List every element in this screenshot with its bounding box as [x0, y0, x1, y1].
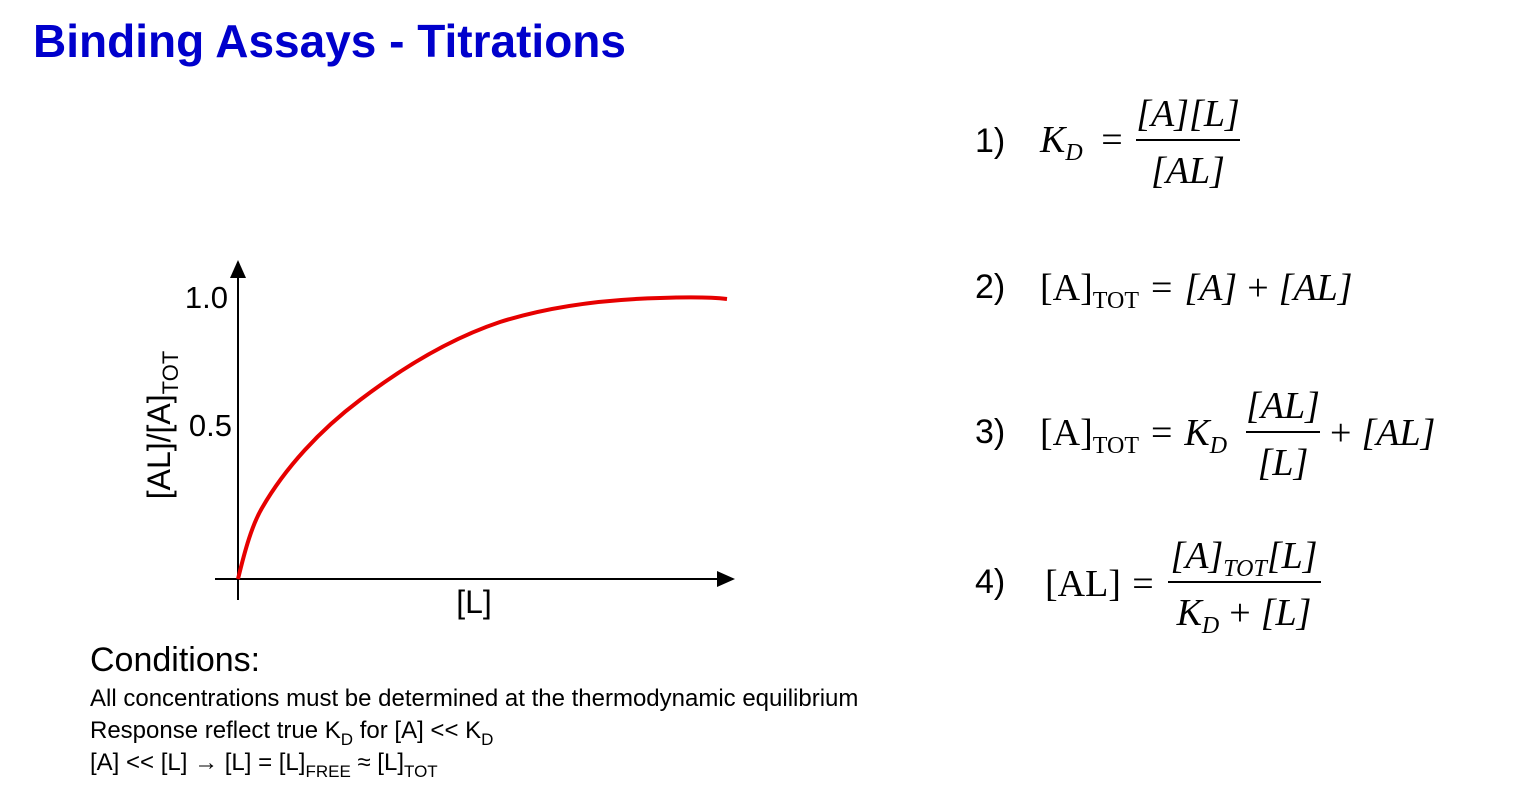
subscript: TOT — [404, 762, 438, 781]
symbol: [L] — [1261, 592, 1312, 634]
conditions: All concentrations must be determined at… — [90, 685, 858, 781]
subscript: TOT — [1223, 556, 1268, 582]
eq-rest: + [AL] — [1330, 412, 1435, 454]
eq-number: 3) — [975, 413, 1005, 451]
x-axis-label: [L] — [456, 584, 492, 620]
eq-lhs: [AL] — [1045, 563, 1121, 605]
conditions-heading: Conditions: — [90, 641, 260, 679]
symbol: [A] — [1040, 412, 1093, 454]
condition-text: ≈ [L] — [351, 749, 404, 776]
y-label-main: [AL]/[A] — [141, 394, 177, 499]
operator: + — [1229, 592, 1250, 634]
binding-curve — [236, 295, 728, 580]
eq-number: 4) — [975, 563, 1005, 601]
eq-line: [A]TOT = [A] + [AL] — [1040, 267, 1353, 314]
symbol: [L] — [1267, 535, 1318, 577]
denominator: [L] — [1258, 442, 1309, 484]
denominator: [AL] — [1151, 150, 1225, 192]
symbol: [A] — [1040, 267, 1093, 309]
equals: = — [1151, 412, 1172, 454]
numerator: [A]TOT[L] — [1170, 535, 1317, 582]
title: Binding Assays - Titrations — [33, 15, 626, 67]
symbol: [A] — [1170, 535, 1223, 577]
condition-text: [A] << [L] → [L] = [L] — [90, 749, 305, 776]
equals: = — [1132, 563, 1153, 605]
condition-line: Response reflect true KD for [A] << KD — [90, 717, 493, 749]
condition-text: All concentrations must be determined at… — [90, 685, 858, 712]
subscript: FREE — [305, 762, 350, 781]
subscript: D — [481, 730, 493, 749]
denominator: KD + [L] — [1176, 592, 1312, 639]
condition-text: Response reflect true K — [90, 717, 341, 744]
symbol: K — [1039, 119, 1067, 161]
subscript: TOT — [1093, 433, 1140, 459]
y-tick-label: 1.0 — [185, 280, 228, 315]
subscript: D — [1064, 140, 1082, 166]
y-axis-label: [AL]/[A]TOT — [141, 351, 183, 500]
y-tick-label: 0.5 — [189, 408, 232, 443]
subscript: D — [1201, 613, 1219, 639]
term: [A] — [1184, 267, 1237, 309]
condition-text: for [A] << K — [353, 717, 481, 744]
eq-lhs: KD — [1039, 119, 1083, 166]
numerator: [A][L] — [1136, 93, 1240, 135]
condition-line: All concentrations must be determined at… — [90, 685, 858, 712]
operator: + — [1247, 267, 1268, 309]
subscript: D — [341, 730, 353, 749]
operator: + — [1330, 412, 1351, 454]
term: [AL] — [1279, 267, 1353, 309]
term: [AL] — [1361, 412, 1435, 454]
symbol: K — [1176, 592, 1204, 634]
symbol: K — [1183, 412, 1211, 454]
equals: = — [1101, 119, 1122, 161]
subscript: TOT — [1093, 288, 1140, 314]
numerator: [AL] — [1246, 385, 1320, 427]
condition-line: [A] << [L] → [L] = [L]FREE ≈ [L]TOT — [90, 749, 438, 781]
y-label-sub: TOT — [158, 351, 183, 395]
eq-line: [A]TOT = KD — [1040, 412, 1227, 459]
eq-number: 1) — [975, 122, 1005, 160]
equals: = — [1151, 267, 1172, 309]
subscript: D — [1209, 433, 1227, 459]
eq-number: 2) — [975, 268, 1005, 306]
